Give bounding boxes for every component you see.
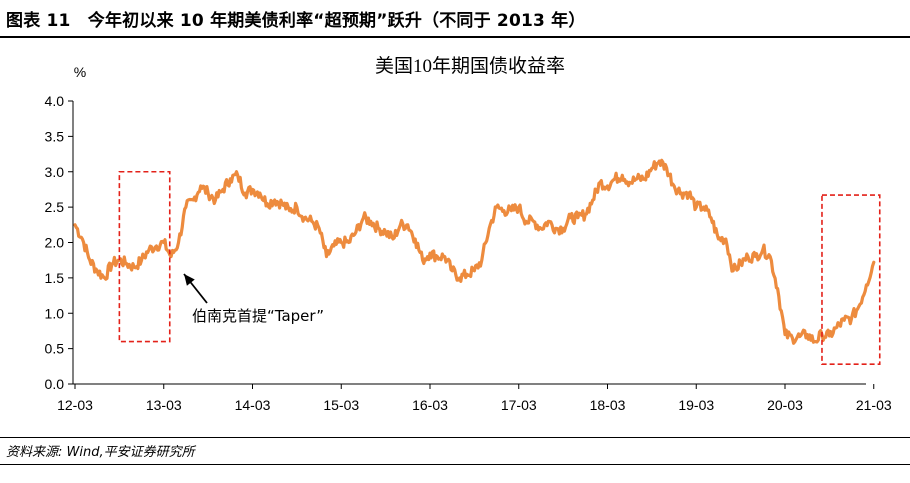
- bottom-rule: [0, 437, 910, 438]
- y-tick-label: 1.0: [45, 305, 65, 321]
- x-tick-label: 16-03: [412, 397, 448, 413]
- end-rule: [0, 464, 910, 465]
- taper-annotation: 伯南克首提“Taper”: [183, 273, 324, 325]
- x-tick-label: 21-03: [856, 397, 892, 413]
- top-rule: [0, 36, 910, 38]
- x-tick-label: 20-03: [767, 397, 803, 413]
- yield-series-line: [73, 158, 876, 345]
- x-tick-label: 13-03: [146, 397, 182, 413]
- x-tick-label: 19-03: [678, 397, 714, 413]
- series-layer: [73, 158, 876, 345]
- x-tick-label: 12-03: [57, 397, 93, 413]
- y-tick-label: 4.0: [45, 93, 65, 109]
- y-axis: 0.0 0.5 1.0 1.5 2.0 2.5 3.0 3.5 4.0: [45, 93, 74, 392]
- x-tick-label: 15-03: [323, 397, 359, 413]
- yield-chart: 0.0 0.5 1.0 1.5 2.0 2.5 3.0 3.5 4.0 12-03 13-03 14…: [45, 55, 892, 413]
- x-tick-label: 14-03: [235, 397, 271, 413]
- y-tick-label: 2.0: [45, 235, 65, 251]
- y-tick-label: 0.0: [45, 376, 65, 392]
- figure-title: 图表 11 今年初以来 10 年期美债利率“超预期”跃升（不同于 2013 年）: [6, 11, 586, 31]
- highlight-box: [118, 170, 171, 343]
- y-tick-label: 0.5: [45, 341, 65, 357]
- y-tick-label: 1.5: [45, 270, 65, 286]
- y-tick-label: 3.5: [45, 128, 65, 144]
- chart-title: 美国10年期国债收益率: [375, 55, 565, 77]
- x-tick-label: 18-03: [590, 397, 626, 413]
- highlight-box: [821, 194, 881, 365]
- source-note: 资料来源: Wind,平安证券研究所: [6, 445, 195, 460]
- y-tick-label: 3.0: [45, 164, 65, 180]
- y-tick-label: 2.5: [45, 199, 65, 215]
- x-axis: 12-03 13-03 14-03 15-03 16-03 17-03 18-03 19-03…: [57, 383, 892, 413]
- annotation-label: 伯南克首提“Taper”: [192, 307, 324, 325]
- y-unit-label: %: [74, 64, 86, 80]
- arrow-head-icon: [184, 274, 195, 286]
- highlight-boxes: [118, 170, 881, 365]
- x-tick-label: 17-03: [501, 397, 537, 413]
